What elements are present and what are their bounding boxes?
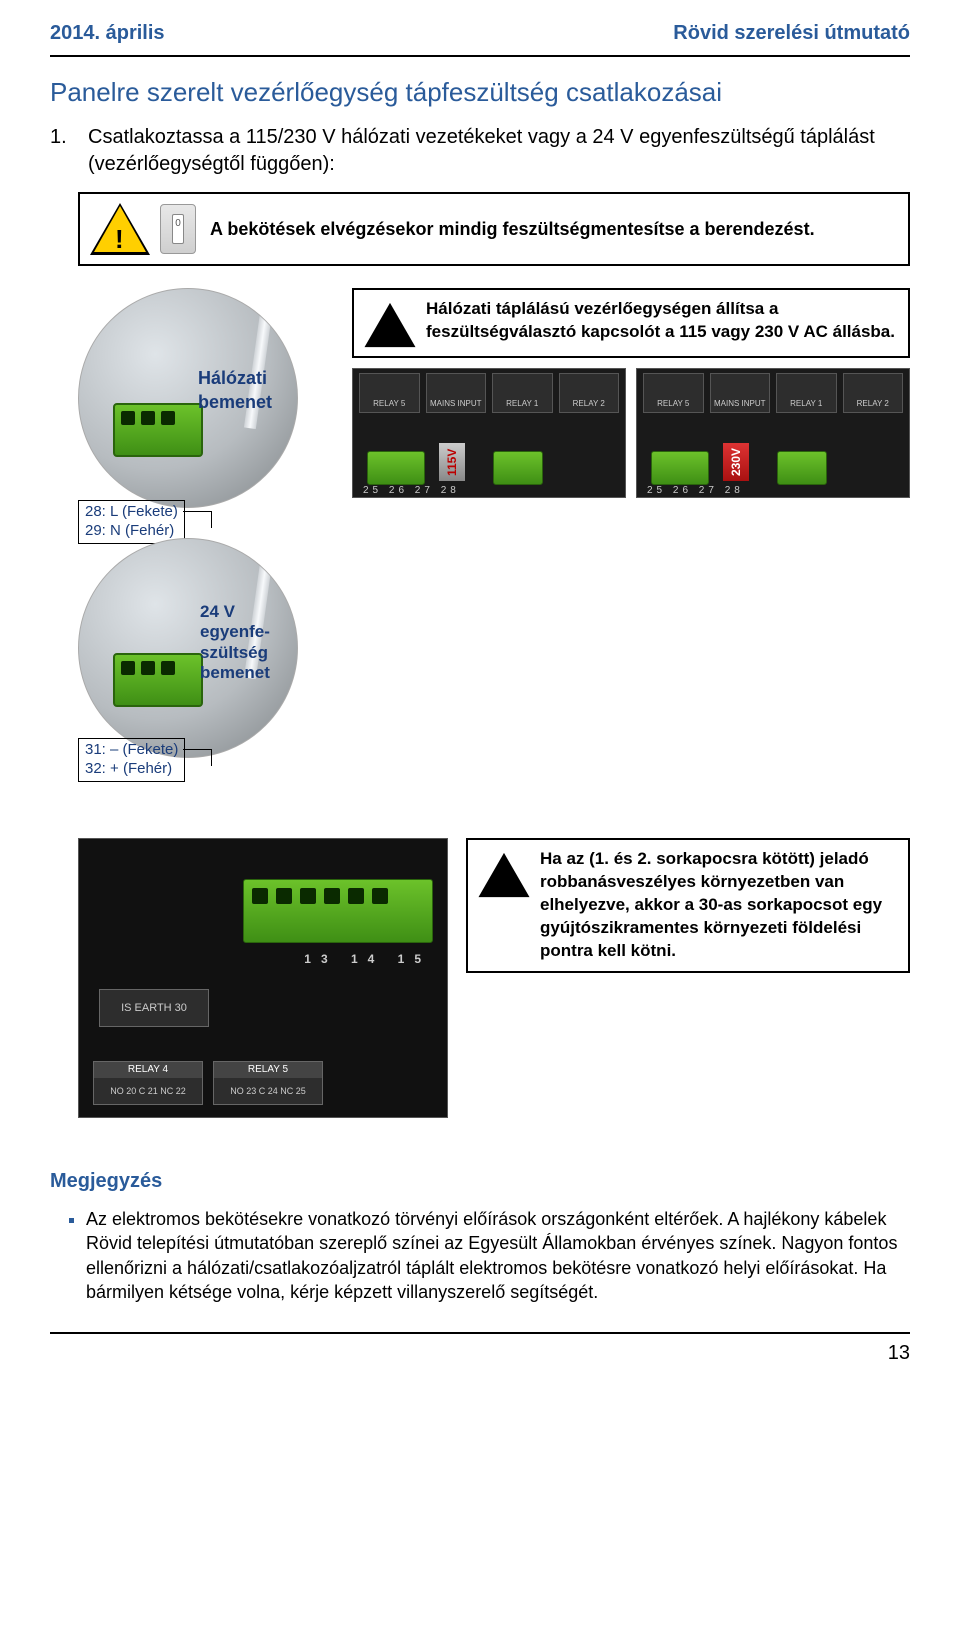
warning-icon: ! (94, 206, 146, 252)
earth-warning-text: Ha az (1. és 2. sorkapocsra kötött) jela… (540, 848, 898, 963)
voltage-selector-warning: ! Hálózati táplálású vezérlőegységen áll… (352, 288, 910, 358)
mains-input-row: Hálózati bemenet 28: L (Fekete) 29: N (F… (78, 288, 910, 508)
step-number: 1. (50, 124, 78, 178)
section-title: Panelre szerelt vezérlőegység tápfeszült… (50, 75, 910, 110)
header-doc-type: Rövid szerelési útmutató (673, 20, 910, 47)
voltage-selector-text: Hálózati táplálású vezérlőegységen állít… (426, 298, 898, 344)
relay4: RELAY 4 NO 20 C 21 NC 22 (93, 1061, 203, 1105)
earth-warning-box: ! Ha az (1. és 2. sorkapocsra kötött) je… (466, 838, 910, 973)
panel-115v: RELAY 5MAINS INPUTRELAY 1RELAY 2 115V 25… (352, 368, 626, 498)
page-footer: 13 (50, 1332, 910, 1367)
step-1: 1. Csatlakoztassa a 115/230 V hálózati v… (50, 124, 910, 178)
mains-pin-callout: 28: L (Fekete) 29: N (Fehér) (78, 500, 185, 544)
voltage-selector-photos: RELAY 5MAINS INPUTRELAY 1RELAY 2 115V 25… (352, 368, 910, 498)
device-terminal-numbers: 13 14 15 (304, 951, 431, 967)
warning-icon: ! (482, 856, 526, 895)
selector-115v-tag: 115V (439, 443, 465, 481)
mains-input-label: Hálózati bemenet (198, 366, 272, 415)
dc-input-label: 24 V egyenfe- szültség bemenet (200, 602, 270, 684)
relay5: RELAY 5 NO 23 C 24 NC 25 (213, 1061, 323, 1105)
mains-circle-column: Hálózati bemenet 28: L (Fekete) 29: N (F… (78, 288, 338, 508)
panel-230v: RELAY 5MAINS INPUTRELAY 1RELAY 2 230V 25… (636, 368, 910, 498)
note-list: Az elektromos bekötésekre vonatkozó törv… (50, 1207, 910, 1304)
mains-right-column: ! Hálózati táplálású vezérlőegységen áll… (352, 288, 910, 508)
device-and-warn-row: 13 14 15 IS EARTH 30 RELAY 4 NO 20 C 21 … (78, 838, 910, 1118)
page-header: 2014. április Rövid szerelési útmutató (50, 0, 910, 57)
main-warning-text: A bekötések elvégzésekor mindig feszülts… (210, 217, 815, 241)
header-date: 2014. április (50, 20, 165, 47)
device-photo: 13 14 15 IS EARTH 30 RELAY 4 NO 20 C 21 … (78, 838, 448, 1118)
note-item: Az elektromos bekötésekre vonatkozó törv… (86, 1207, 910, 1304)
warning-icon: ! (368, 306, 412, 345)
step-text: Csatlakoztassa a 115/230 V hálózati veze… (88, 124, 910, 178)
dc-pin-callout: 31: – (Fekete) 32: + (Fehér) (78, 738, 185, 782)
main-warning-box: ! 0 A bekötések elvégzésekor mindig fesz… (78, 192, 910, 266)
switch-icon: 0 (160, 204, 196, 254)
note-heading: Megjegyzés (50, 1168, 910, 1195)
dc-input-row: 24 V egyenfe- szültség bemenet 31: – (Fe… (78, 538, 910, 798)
selector-230v-tag: 230V (723, 443, 749, 481)
is-earth-label: IS EARTH 30 (99, 989, 209, 1027)
page-number: 13 (888, 1342, 910, 1364)
